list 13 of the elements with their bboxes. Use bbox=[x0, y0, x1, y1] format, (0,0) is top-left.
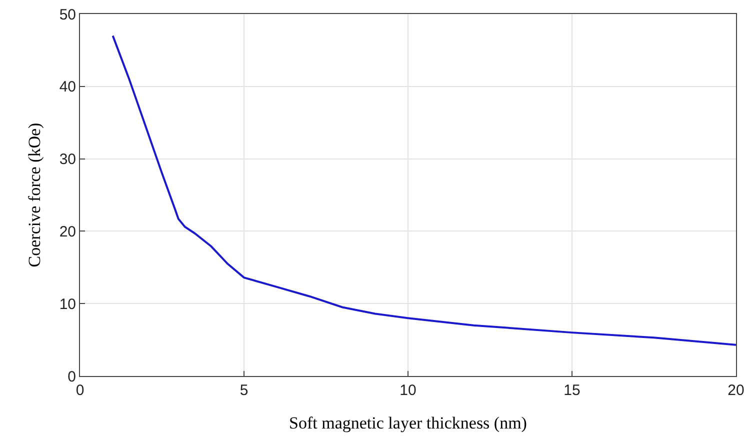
x-tick-label: 5 bbox=[240, 382, 248, 399]
y-tick-label: 30 bbox=[59, 151, 76, 168]
x-axis-title: Soft magnetic layer thickness (nm) bbox=[289, 413, 527, 432]
x-tick-label: 20 bbox=[728, 382, 744, 399]
y-tick-label: 20 bbox=[59, 223, 76, 240]
y-axis-title: Coercive force (kOe) bbox=[24, 122, 44, 268]
y-tick-label: 40 bbox=[59, 78, 76, 96]
x-tick-label: 10 bbox=[400, 382, 416, 399]
x-tick-label: 15 bbox=[564, 382, 580, 399]
line-series bbox=[112, 34, 736, 346]
y-tick-label: 50 bbox=[59, 6, 76, 24]
y-tick-label: 0 bbox=[68, 368, 76, 386]
y-tick-label: 10 bbox=[59, 296, 76, 313]
